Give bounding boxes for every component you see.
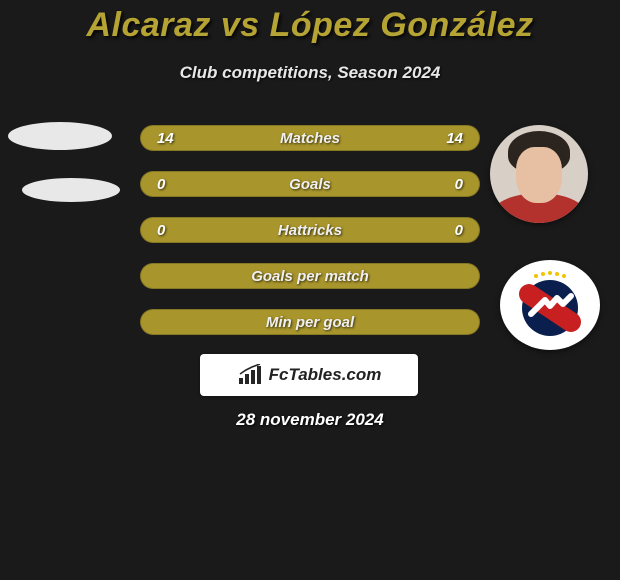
stat-left-value: 0 <box>157 222 165 239</box>
stat-right-value: 0 <box>455 176 463 193</box>
stat-label: Goals <box>289 176 331 193</box>
club1-placeholder-icon <box>22 178 120 202</box>
stat-row-hattricks: 0 Hattricks 0 <box>140 217 480 243</box>
stat-left-value: 0 <box>157 176 165 193</box>
stat-row-goals: 0 Goals 0 <box>140 171 480 197</box>
page-title: Alcaraz vs López González <box>0 0 620 45</box>
brand-badge: FcTables.com <box>200 354 418 396</box>
player1-placeholder-icon <box>8 122 112 150</box>
stat-label: Matches <box>280 130 340 147</box>
stat-row-goals-per-match: Goals per match <box>140 263 480 289</box>
player2-face-icon <box>516 147 562 203</box>
stat-label: Goals per match <box>251 268 369 285</box>
stats-table: 14 Matches 14 0 Goals 0 0 Hattricks 0 Go… <box>140 125 480 355</box>
page-subtitle: Club competitions, Season 2024 <box>0 63 620 83</box>
player2-avatar <box>490 125 588 223</box>
brand-text: FcTables.com <box>269 365 382 385</box>
footer-date: 28 november 2024 <box>0 410 620 430</box>
crest-stars-icon <box>534 271 566 278</box>
bar-chart-icon <box>237 364 263 386</box>
stat-label: Hattricks <box>278 222 342 239</box>
stat-row-matches: 14 Matches 14 <box>140 125 480 151</box>
stat-right-value: 14 <box>446 130 463 147</box>
club-crest-icon <box>513 270 587 340</box>
stat-label: Min per goal <box>266 314 354 331</box>
club2-badge <box>500 260 600 350</box>
stat-row-min-per-goal: Min per goal <box>140 309 480 335</box>
stat-right-value: 0 <box>455 222 463 239</box>
stat-left-value: 14 <box>157 130 174 147</box>
